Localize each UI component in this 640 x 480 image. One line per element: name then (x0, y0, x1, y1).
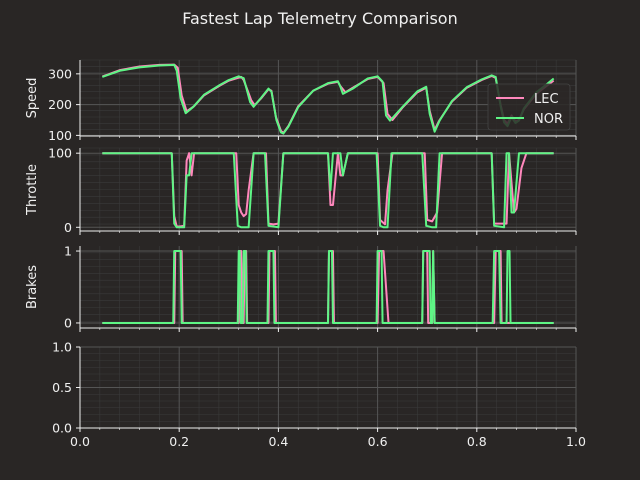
legend-label-lec: LEC (534, 92, 559, 107)
y-tick-label: 100 (48, 146, 72, 161)
y-tick-label: 1 (64, 244, 72, 259)
panel-brakes: 0 1 Brakes (25, 244, 577, 332)
x-tick-label: 0.4 (268, 434, 288, 449)
grid (79, 346, 577, 429)
y-axis-label: Throttle (25, 164, 40, 216)
series-line-lec (101, 63, 555, 134)
figure-title: Fastest Lap Telemetry Comparison (182, 9, 457, 28)
y-axis-label: Brakes (25, 265, 40, 309)
panel-empty: 0.0 0.2 0.4 0.6 0.8 1.0 0.0 0.5 1.0 (52, 340, 586, 450)
x-tick-label: 0.6 (368, 434, 388, 449)
y-axis-label: Speed (25, 78, 40, 119)
y-tick-label: 200 (48, 97, 72, 112)
y-tick-label: 0.5 (52, 380, 72, 395)
y-tick-label: 300 (48, 66, 72, 81)
x-tick-label: 0.8 (467, 434, 487, 449)
x-tick-label: 0.2 (169, 434, 189, 449)
y-tick-label: 0.0 (52, 421, 72, 436)
panel-throttle: 0 100 Throttle (25, 146, 577, 235)
y-tick-label: 0 (64, 220, 72, 235)
panel-speed: 100 200 300 Speed LEC NOR (25, 59, 577, 143)
y-tick-label: 0 (64, 315, 72, 330)
x-tick-label: 1.0 (566, 434, 586, 449)
legend: LEC NOR (487, 83, 571, 131)
x-tick-label: 0.0 (70, 434, 90, 449)
legend-label-nor: NOR (534, 112, 563, 127)
y-tick-label: 1.0 (52, 340, 72, 355)
telemetry-panels: 100 200 300 Speed LEC NOR 0 100 Throttle 0 1 Brakes… (25, 59, 586, 450)
series-line-nor (102, 152, 554, 229)
series-line-nor (102, 250, 554, 324)
y-tick-label: 100 (48, 128, 72, 143)
